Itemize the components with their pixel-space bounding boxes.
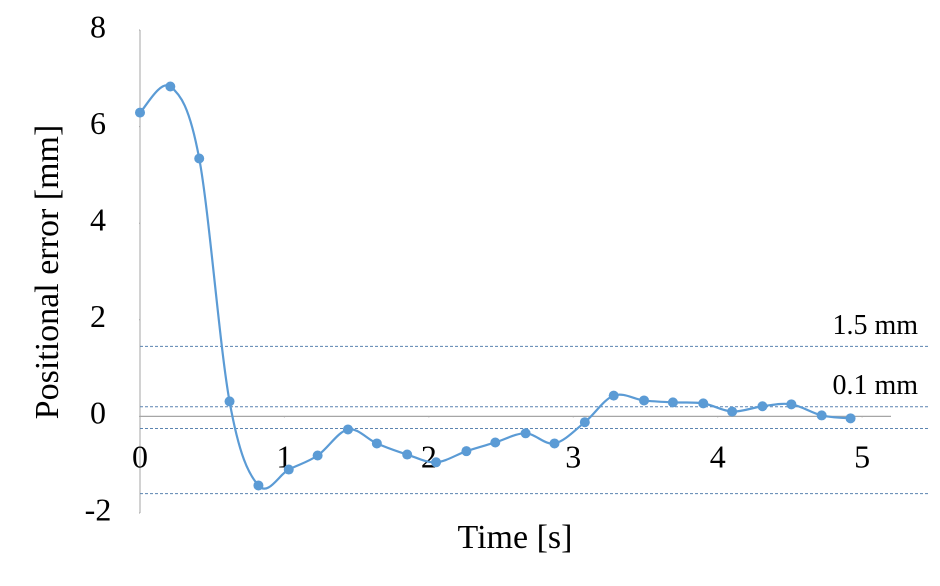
reference-label: 1.5 mm — [832, 310, 918, 341]
y-tick-label: 8 — [90, 8, 106, 44]
data-point — [757, 401, 768, 412]
data-point — [816, 410, 827, 421]
data-point — [194, 153, 205, 164]
data-point — [845, 413, 856, 424]
y-tick-label: -2 — [85, 491, 112, 527]
y-tick-label: 2 — [90, 298, 106, 334]
x-axis-title: Time [s] — [458, 519, 573, 556]
data-point — [402, 449, 413, 460]
y-tick-label: 4 — [90, 202, 106, 238]
data-point — [431, 457, 442, 468]
x-tick-label: 2 — [421, 439, 437, 475]
data-point — [698, 398, 709, 409]
data-point — [342, 424, 353, 435]
data-point — [490, 437, 501, 448]
data-point — [224, 396, 235, 407]
y-tick-label: 0 — [90, 395, 106, 431]
data-point — [667, 397, 678, 408]
x-tick-label: 4 — [710, 439, 726, 475]
y-tick-label: 6 — [90, 105, 106, 141]
x-tick-label: 3 — [565, 439, 581, 475]
y-axis-title: Positional error [mm] — [29, 125, 66, 420]
data-point — [727, 406, 738, 417]
data-point — [520, 428, 531, 439]
data-point — [135, 107, 145, 118]
data-point — [786, 399, 797, 410]
reference-label: 0.1 mm — [832, 370, 918, 401]
data-point — [253, 480, 264, 491]
data-point — [639, 395, 650, 406]
data-point — [165, 81, 176, 92]
x-tick-label: 5 — [854, 439, 870, 475]
data-point — [608, 390, 619, 401]
data-point — [371, 438, 382, 449]
data-point — [579, 417, 590, 428]
data-point — [312, 450, 323, 461]
x-tick-label: 0 — [132, 439, 148, 475]
data-point — [549, 438, 560, 449]
data-point — [461, 446, 472, 457]
data-point — [283, 464, 294, 475]
